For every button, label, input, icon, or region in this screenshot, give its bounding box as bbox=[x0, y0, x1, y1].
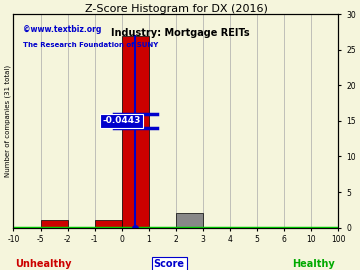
Bar bbox=[95, 221, 122, 228]
Text: Healthy: Healthy bbox=[292, 259, 334, 269]
Text: The Research Foundation of SUNY: The Research Foundation of SUNY bbox=[23, 42, 158, 48]
Title: Z-Score Histogram for DX (2016): Z-Score Histogram for DX (2016) bbox=[85, 4, 267, 14]
Bar bbox=[41, 221, 68, 228]
Text: Unhealthy: Unhealthy bbox=[15, 259, 71, 269]
Y-axis label: Number of companies (31 total): Number of companies (31 total) bbox=[4, 65, 11, 177]
Text: -0.0443: -0.0443 bbox=[103, 116, 141, 125]
Text: Score: Score bbox=[154, 259, 185, 269]
Bar bbox=[122, 36, 149, 228]
Text: Industry: Mortgage REITs: Industry: Mortgage REITs bbox=[111, 28, 249, 38]
Bar bbox=[176, 213, 203, 228]
Text: ©www.textbiz.org: ©www.textbiz.org bbox=[23, 25, 102, 34]
